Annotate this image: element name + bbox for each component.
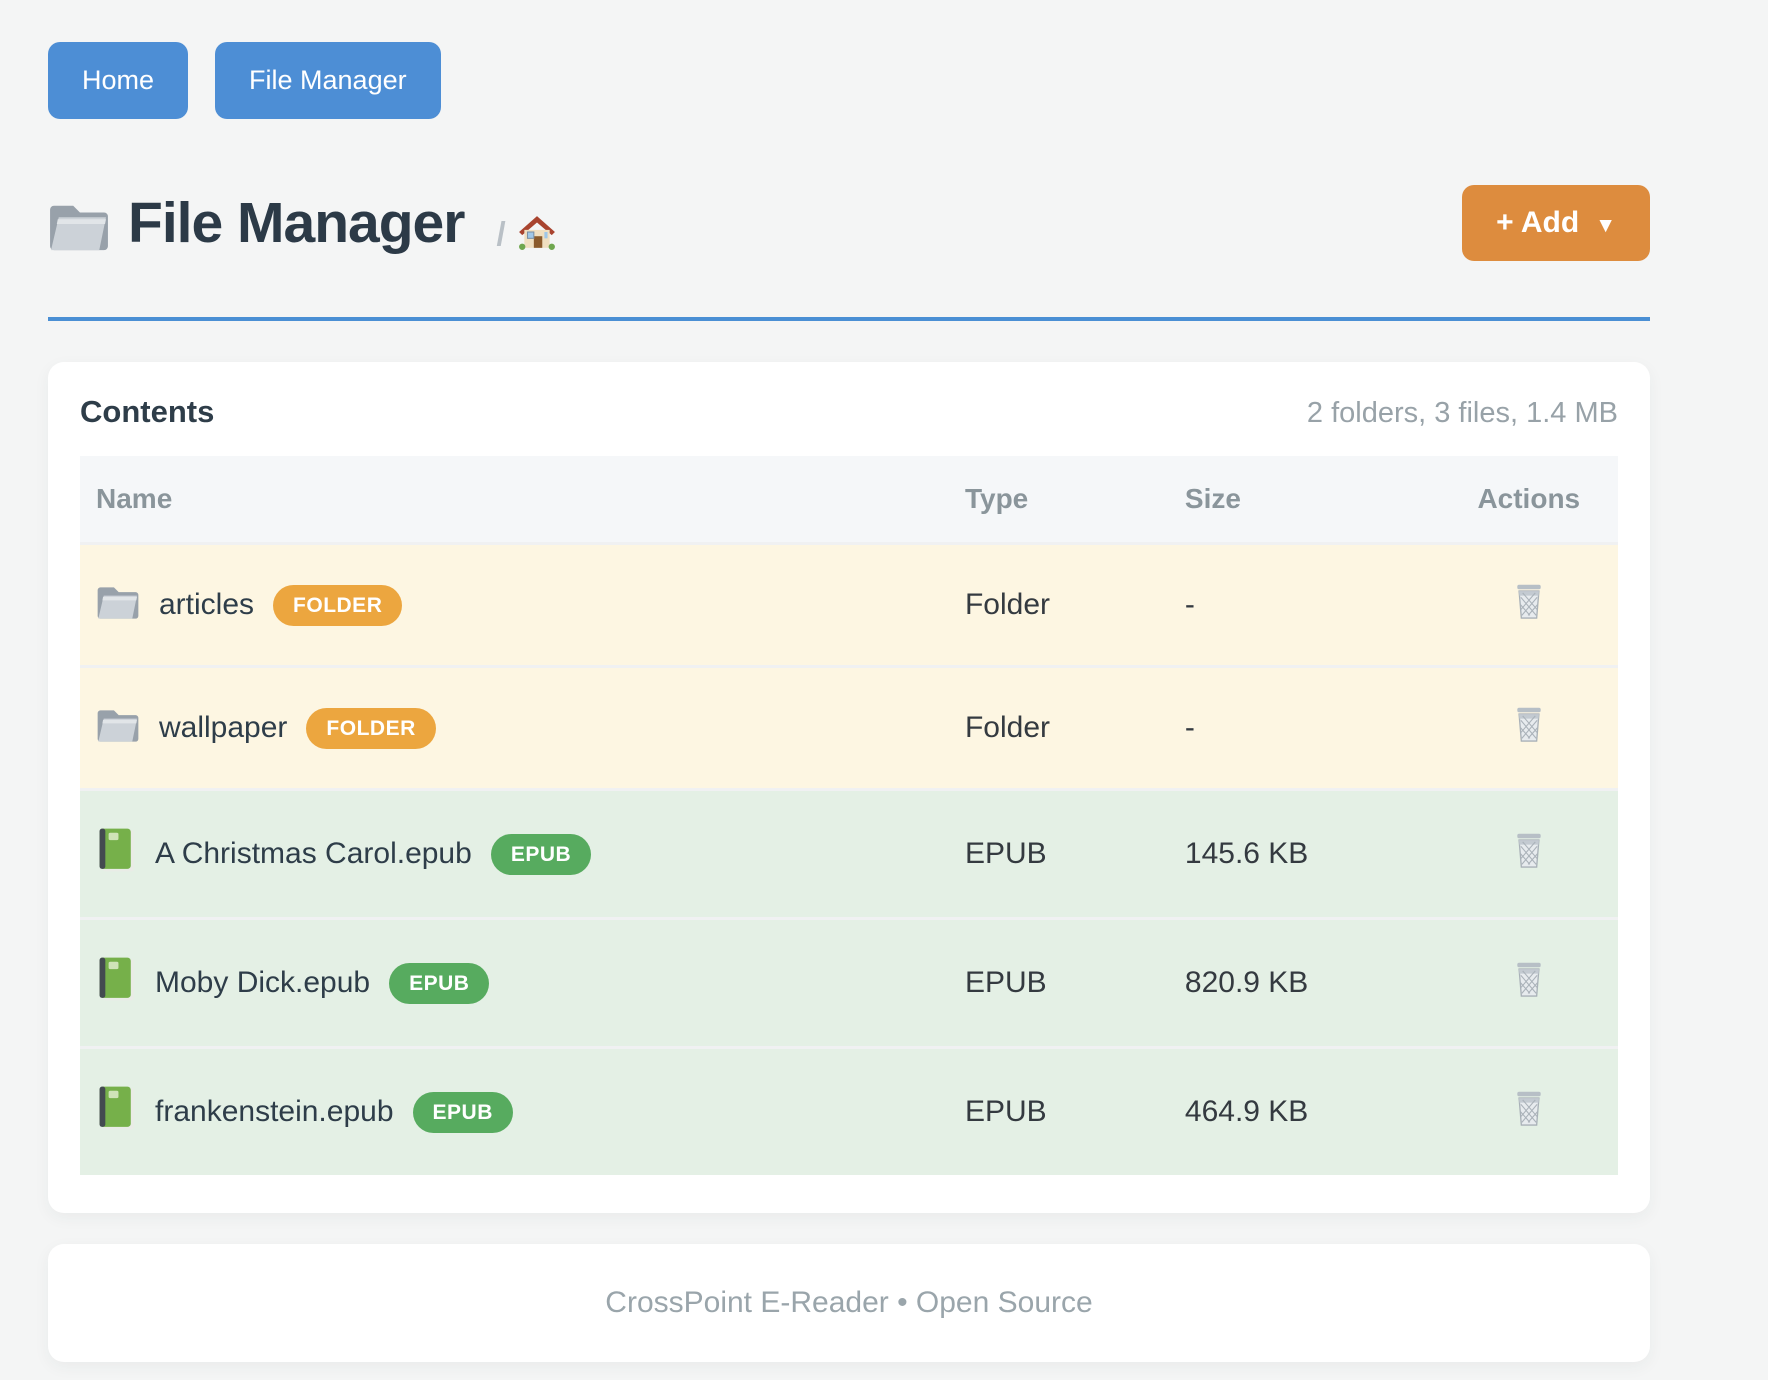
folder-link[interactable]: wallpaper — [159, 711, 288, 744]
add-button[interactable]: + Add ▼ — [1462, 185, 1650, 261]
type-cell: EPUB — [948, 788, 1169, 919]
breadcrumb: / — [496, 214, 555, 252]
home-icon[interactable] — [518, 214, 556, 250]
table-row-wallpaper: wallpaper FOLDER Folder - — [80, 665, 1618, 790]
delete-button[interactable] — [1511, 704, 1547, 744]
folder-icon — [48, 198, 110, 252]
trash-icon — [1511, 959, 1547, 999]
nav-file-manager-button[interactable]: File Manager — [215, 42, 441, 119]
contents-heading: Contents — [80, 394, 215, 429]
footer-card: CrossPoint E-Reader • Open Source — [48, 1244, 1650, 1362]
table-row-christmas-carol: A Christmas Carol.epub EPUB EPUB 145.6 K… — [80, 788, 1618, 919]
table-row-moby-dick: Moby Dick.epub EPUB EPUB 820.9 KB — [80, 917, 1618, 1048]
trash-icon — [1511, 1088, 1547, 1128]
delete-button[interactable] — [1511, 830, 1547, 870]
type-badge: FOLDER — [273, 584, 403, 626]
title-underline — [48, 317, 1650, 321]
contents-summary: 2 folders, 3 files, 1.4 MB — [1306, 397, 1618, 429]
trash-icon — [1511, 581, 1547, 621]
green-book-icon — [96, 1085, 136, 1139]
nav-buttons: Home File Manager — [48, 42, 1650, 119]
contents-card-header: Contents 2 folders, 3 files, 1.4 MB — [80, 394, 1618, 430]
table-row-frankenstein: frankenstein.epub EPUB EPUB 464.9 KB — [80, 1046, 1618, 1175]
delete-button[interactable] — [1511, 959, 1547, 999]
type-cell: EPUB — [948, 917, 1169, 1048]
page-title: File Manager — [128, 190, 465, 255]
green-book-icon — [96, 827, 136, 881]
page-title-group: File Manager / — [48, 190, 556, 255]
size-cell: 820.9 KB — [1168, 917, 1440, 1048]
delete-button[interactable] — [1511, 581, 1547, 621]
breadcrumb-separator: / — [496, 214, 506, 252]
size-cell: 464.9 KB — [1168, 1046, 1440, 1175]
contents-card: Contents 2 folders, 3 files, 1.4 MB Name… — [48, 362, 1650, 1213]
type-cell: EPUB — [948, 1046, 1169, 1175]
green-book-icon — [96, 956, 136, 1010]
file-link[interactable]: A Christmas Carol.epub — [155, 837, 472, 870]
size-cell: - — [1168, 665, 1440, 790]
folder-link[interactable]: articles — [159, 588, 255, 621]
type-badge: FOLDER — [306, 707, 436, 749]
table-row-articles: articles FOLDER Folder - — [80, 542, 1618, 667]
add-button-label: + Add — [1496, 206, 1580, 239]
file-table: Name Type Size Actions — [80, 456, 1618, 1175]
column-header-size: Size — [1168, 456, 1440, 544]
size-cell: - — [1168, 542, 1440, 667]
trash-icon — [1511, 704, 1547, 744]
type-badge: EPUB — [412, 1091, 513, 1133]
page-header: File Manager / + Add ▼ — [48, 185, 1650, 261]
type-badge: EPUB — [389, 962, 490, 1004]
type-cell: Folder — [948, 542, 1169, 667]
delete-button[interactable] — [1511, 1088, 1547, 1128]
folder-icon — [96, 582, 140, 628]
file-link[interactable]: Moby Dick.epub — [155, 966, 371, 999]
folder-icon — [96, 705, 140, 751]
footer-text: CrossPoint E-Reader • Open Source — [605, 1286, 1093, 1319]
file-link[interactable]: frankenstein.epub — [155, 1095, 394, 1128]
caret-down-icon: ▼ — [1595, 213, 1616, 237]
table-header-row: Name Type Size Actions — [80, 456, 1618, 544]
size-cell: 145.6 KB — [1168, 788, 1440, 919]
trash-icon — [1511, 830, 1547, 870]
type-badge: EPUB — [490, 833, 592, 875]
nav-home-button[interactable]: Home — [48, 42, 189, 119]
column-header-name: Name — [80, 456, 949, 544]
column-header-type: Type — [948, 456, 1169, 544]
column-header-actions: Actions — [1439, 456, 1618, 544]
type-cell: Folder — [948, 665, 1169, 790]
page: Home File Manager File Manager / — [48, 0, 1650, 1362]
